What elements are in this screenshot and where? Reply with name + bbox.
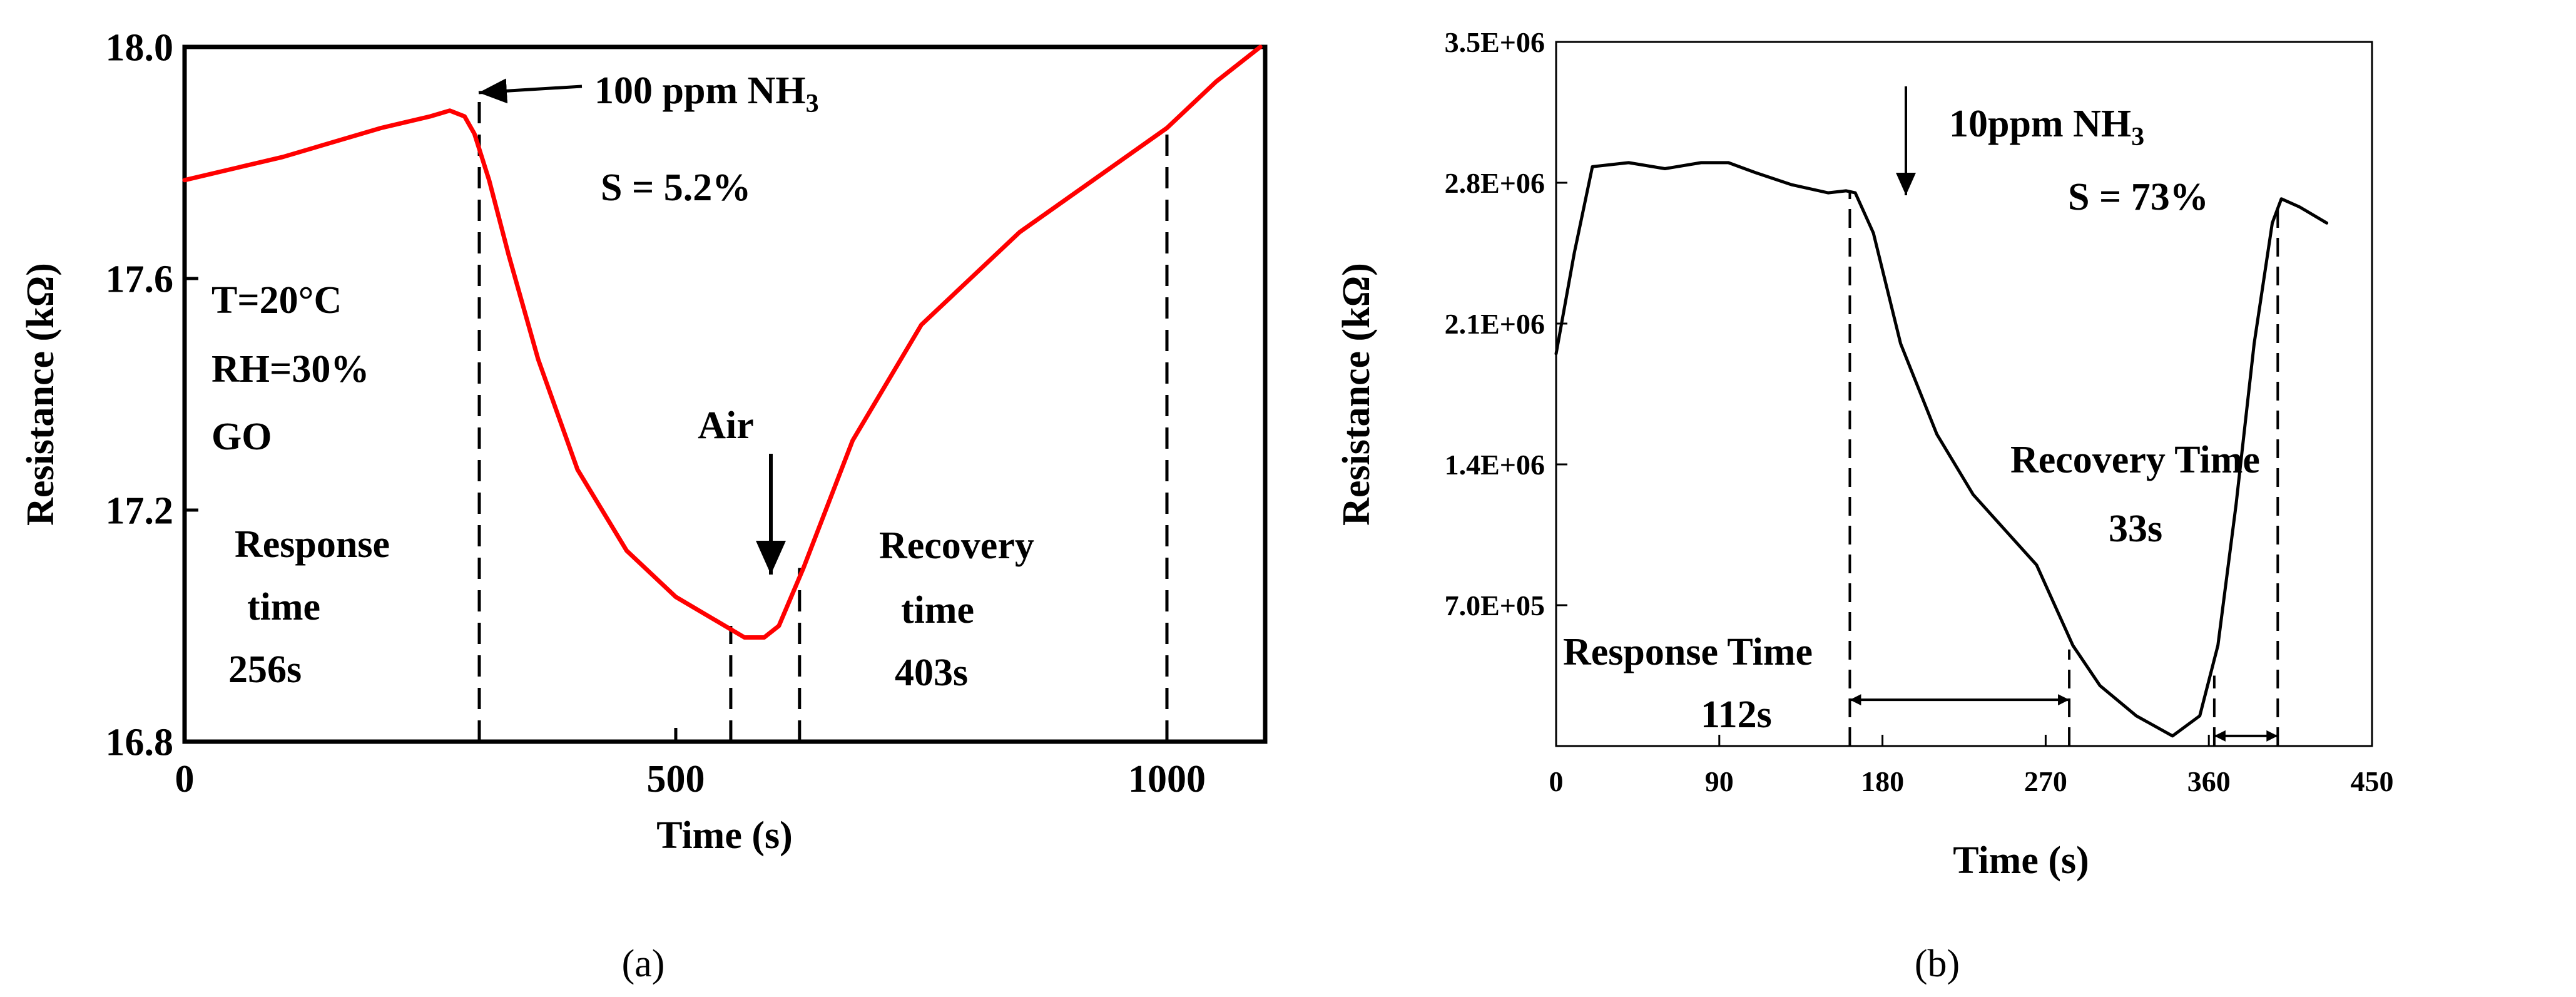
- air-label: Air: [698, 404, 754, 447]
- span-arrow-b-5: [2214, 730, 2278, 742]
- chart-a-frame: [182, 44, 1268, 744]
- span-arrow-head-right: [2058, 694, 2070, 706]
- panel-label-b: (b): [1915, 943, 1960, 985]
- ytick-label-a-1: 17.2: [106, 490, 174, 533]
- xtick-label-b-1: 90: [1705, 765, 1734, 797]
- ytick-label-b-0: 7.0E+05: [1445, 590, 1545, 621]
- xtick-label-b-3: 270: [2024, 765, 2067, 797]
- response-a-line3: 256s: [228, 648, 302, 691]
- sensitivity-a: S = 5.2%: [601, 166, 751, 209]
- condition-material: GO: [211, 416, 272, 458]
- response-a-line2: time: [247, 586, 320, 628]
- ytick-label-a-2: 17.6: [106, 258, 174, 301]
- recovery-a-line3: 403s: [895, 652, 968, 694]
- span-arrow-head-left: [2214, 730, 2226, 742]
- span-arrow-head-left: [1850, 694, 1861, 706]
- recovery-b-line2: 33s: [2109, 508, 2162, 550]
- chart-a-xlabel: Time (s): [656, 814, 793, 857]
- condition-rh: RH=30%: [211, 348, 369, 391]
- recovery-b-line1: Recovery Time: [2010, 439, 2260, 481]
- chart-a: 0 500 1000 16.8 17.2 17.6 18.0 Resistance (kΩ…: [19, 27, 1268, 985]
- chart-b: 0 90 180 270 360 450 7.0E+05 1.4E+06 2.1E+06 2.8…: [1335, 26, 2394, 985]
- xtick-label-b-5: 450: [2351, 765, 2394, 797]
- gas-label-a-sub: 3: [806, 89, 819, 118]
- ytick-label-a-3: 18.0: [106, 27, 174, 69]
- chart-b-ylabel: Resistance (kΩ): [1335, 263, 1378, 526]
- ytick-label-b-3: 2.8E+06: [1445, 167, 1545, 199]
- recovery-a-line1: Recovery: [879, 524, 1034, 567]
- ytick-label-b-4: 3.5E+06: [1445, 26, 1545, 58]
- series-line-b-0: [1554, 161, 2329, 738]
- gas-label-b-sub: 3: [2131, 123, 2144, 151]
- ytick-label-b-1: 1.4E+06: [1445, 449, 1545, 481]
- xtick-label-b-2: 180: [1861, 765, 1904, 797]
- chart-b-frame: [1555, 41, 2373, 747]
- chart-a-ylabel: Resistance (kΩ): [19, 263, 62, 526]
- span-arrow-b-4: [1850, 694, 2070, 706]
- gas-arrow-a: [478, 78, 583, 104]
- response-a-line1: Response: [235, 523, 390, 566]
- gas-label-a-main: 100 ppm NH: [594, 69, 806, 112]
- sensitivity-b: S = 73%: [2068, 176, 2209, 218]
- ytick-label-b-2: 2.1E+06: [1445, 308, 1545, 340]
- condition-temp: T=20°C: [211, 279, 342, 322]
- response-b-line2: 112s: [1701, 693, 1772, 736]
- ytick-label-a-0: 16.8: [106, 722, 174, 764]
- xtick-label-a-0: 0: [175, 758, 195, 800]
- response-b-line1: Response Time: [1563, 631, 1813, 673]
- gas-label-a: 100 ppm NH3: [594, 69, 819, 118]
- xtick-label-a-2: 1000: [1128, 758, 1206, 800]
- recovery-a-line2: time: [901, 589, 974, 631]
- series-line-a-0: [182, 44, 1263, 640]
- span-arrow-head-right: [2266, 730, 2278, 742]
- xtick-label-a-1: 500: [647, 758, 705, 800]
- gas-label-b: 10ppm NH3: [1949, 103, 2144, 151]
- gas-label-b-main: 10ppm NH: [1949, 103, 2131, 145]
- xtick-label-b-0: 0: [1549, 765, 1564, 797]
- panel-label-a: (a): [622, 943, 665, 985]
- xtick-label-b-4: 360: [2187, 765, 2231, 797]
- chart-b-xlabel: Time (s): [1953, 839, 2089, 882]
